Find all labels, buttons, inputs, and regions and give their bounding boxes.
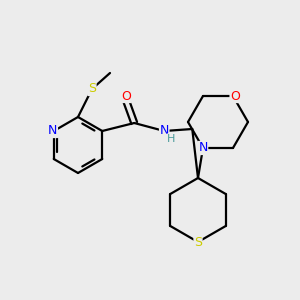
Text: S: S	[194, 236, 202, 248]
Text: N: N	[198, 142, 208, 154]
Text: S: S	[88, 82, 96, 95]
Text: O: O	[230, 89, 240, 103]
Text: O: O	[121, 89, 131, 103]
Text: N: N	[160, 124, 169, 137]
Text: H: H	[167, 134, 176, 144]
Text: N: N	[48, 124, 57, 137]
